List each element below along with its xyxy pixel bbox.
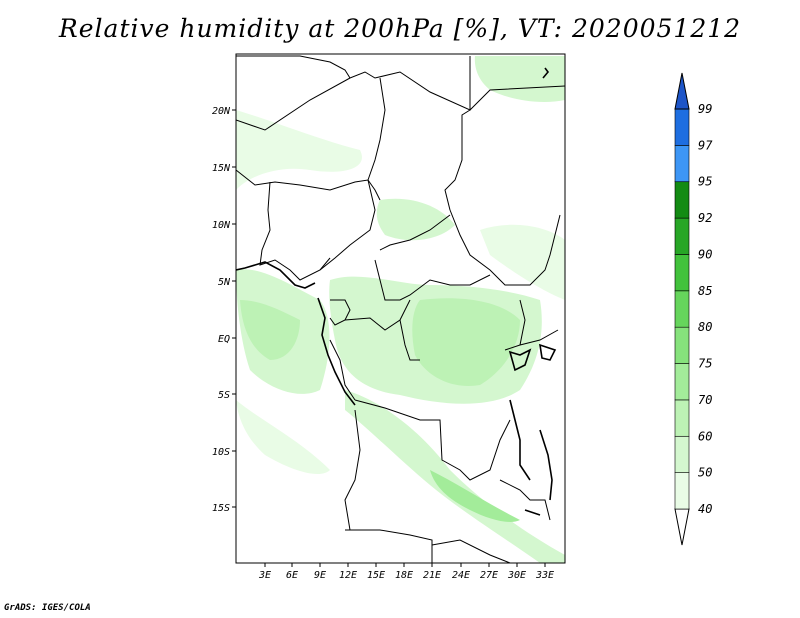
humidity-shading [236, 56, 565, 563]
colorbar-level-label: 85 [698, 284, 712, 298]
colorbar-segment [674, 435, 690, 473]
humidity-area-congo-core [412, 298, 520, 386]
colorbar-segment [674, 326, 690, 364]
colorbar-segment [674, 399, 690, 437]
lon-tick-label: 24E [452, 570, 470, 581]
colorbar-top-arrow [674, 72, 690, 110]
lat-tick-label: 10S [212, 447, 230, 458]
humidity-area-south-west [236, 400, 330, 475]
colorbar-level-label: 75 [698, 357, 712, 371]
map-frame [235, 53, 566, 564]
chart-title: Relative humidity at 200hPa [%], VT: 202… [58, 14, 742, 43]
colorbar-level-label: 92 [698, 211, 712, 225]
colorbar-level-label: 97 [698, 138, 713, 152]
lon-tick-label: 27E [480, 570, 498, 581]
lat-tick-label: 5N [218, 277, 231, 288]
lon-tick-label: 21E [423, 570, 441, 581]
lon-tick-label: 15E [367, 570, 385, 581]
colorbar-level-label: 80 [698, 320, 712, 334]
humidity-area-central [376, 198, 455, 241]
colorbar-level-label: 60 [698, 429, 712, 443]
colorbar-segment [674, 217, 690, 255]
lon-tick-label: 33E [535, 570, 554, 581]
colorbar-segment [674, 254, 690, 292]
colorbar: 40 50 60 70 75 80 85 90 92 95 97 99 [674, 72, 713, 546]
colorbar-level-label: 50 [698, 466, 712, 480]
lat-tick-label: 15N [212, 163, 231, 174]
humidity-area-north-east [474, 56, 565, 102]
humidity-area-west-coast-inner [240, 300, 300, 360]
colorbar-level-label: 90 [698, 247, 712, 261]
lon-tick-label: 6E [286, 570, 298, 581]
lon-tick-label: 12E [339, 570, 357, 581]
lat-tick-label: 20N [212, 106, 231, 117]
colorbar-segment [674, 145, 690, 183]
colorbar-level-label: 70 [698, 393, 712, 407]
colorbar-segment [674, 472, 690, 510]
colorbar-segment [674, 108, 690, 146]
humidity-area-north-west [236, 110, 362, 190]
lat-tick-label: 5S [218, 390, 230, 401]
colorbar-segment [674, 363, 690, 401]
lon-tick-label: 18E [395, 570, 413, 581]
colorbar-bottom-arrow [674, 508, 690, 546]
colorbar-segment [674, 290, 690, 328]
humidity-area-band-core [430, 470, 520, 522]
colorbar-level-label: 95 [698, 175, 712, 189]
colorbar-segment [674, 181, 690, 219]
coastlines [236, 67, 557, 516]
lat-tick-label: 15S [212, 503, 230, 514]
lon-tick-label: 9E [314, 570, 326, 581]
longitude-axis: 3E 6E 9E 12E 15E 18E 21E 24E 27E 30E 33E [258, 563, 554, 581]
lon-tick-label: 3E [258, 570, 271, 581]
lon-tick-label: 30E [507, 570, 526, 581]
lat-tick-label: 10N [212, 220, 231, 231]
grads-credit: GrADS: IGES/COLA [4, 603, 91, 613]
lat-tick-label: EQ [218, 334, 230, 345]
colorbar-level-label: 40 [698, 502, 712, 516]
latitude-axis: 20N 15N 10N 5N EQ 5S 10S 15S [212, 106, 236, 514]
humidity-area-band [345, 390, 565, 563]
colorbar-level-label: 99 [698, 102, 712, 116]
country-borders [236, 55, 565, 563]
humidity-area-east [480, 224, 565, 300]
